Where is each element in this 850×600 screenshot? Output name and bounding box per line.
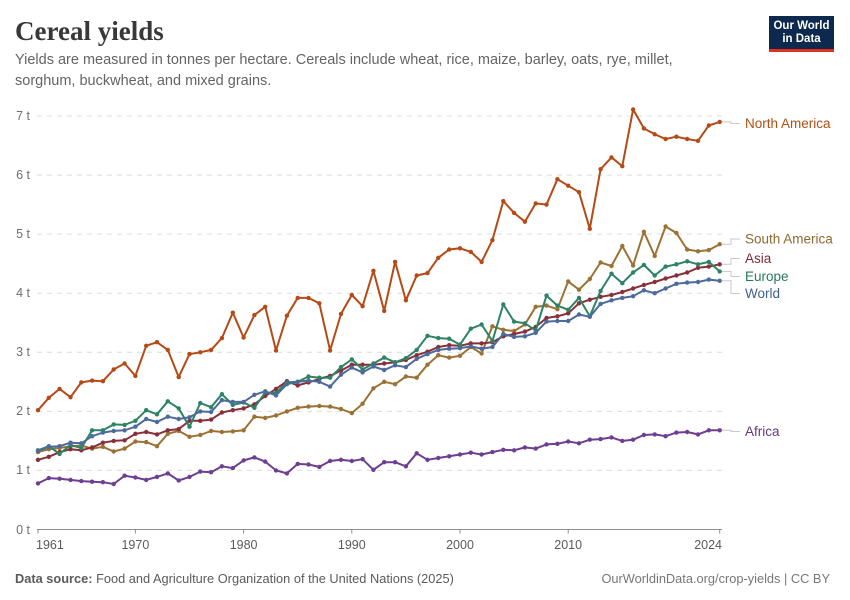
svg-text:7 t: 7 t [16, 109, 30, 123]
svg-text:2 t: 2 t [16, 404, 30, 418]
svg-text:1980: 1980 [230, 538, 258, 552]
svg-text:South America: South America [745, 232, 833, 247]
svg-text:2000: 2000 [446, 538, 474, 552]
svg-text:Europe: Europe [745, 269, 789, 284]
svg-text:1961: 1961 [36, 538, 64, 552]
svg-text:World: World [745, 286, 780, 301]
svg-text:1 t: 1 t [16, 463, 30, 477]
svg-text:2024: 2024 [694, 538, 722, 552]
svg-text:3 t: 3 t [16, 345, 30, 359]
svg-text:4 t: 4 t [16, 286, 30, 300]
svg-text:North America: North America [745, 116, 831, 131]
svg-text:1990: 1990 [338, 538, 366, 552]
svg-text:6 t: 6 t [16, 168, 30, 182]
svg-text:2010: 2010 [554, 538, 582, 552]
svg-text:0 t: 0 t [16, 523, 30, 537]
svg-text:Africa: Africa [745, 424, 780, 439]
svg-text:1970: 1970 [121, 538, 149, 552]
svg-text:5 t: 5 t [16, 227, 30, 241]
svg-text:Asia: Asia [745, 251, 772, 266]
